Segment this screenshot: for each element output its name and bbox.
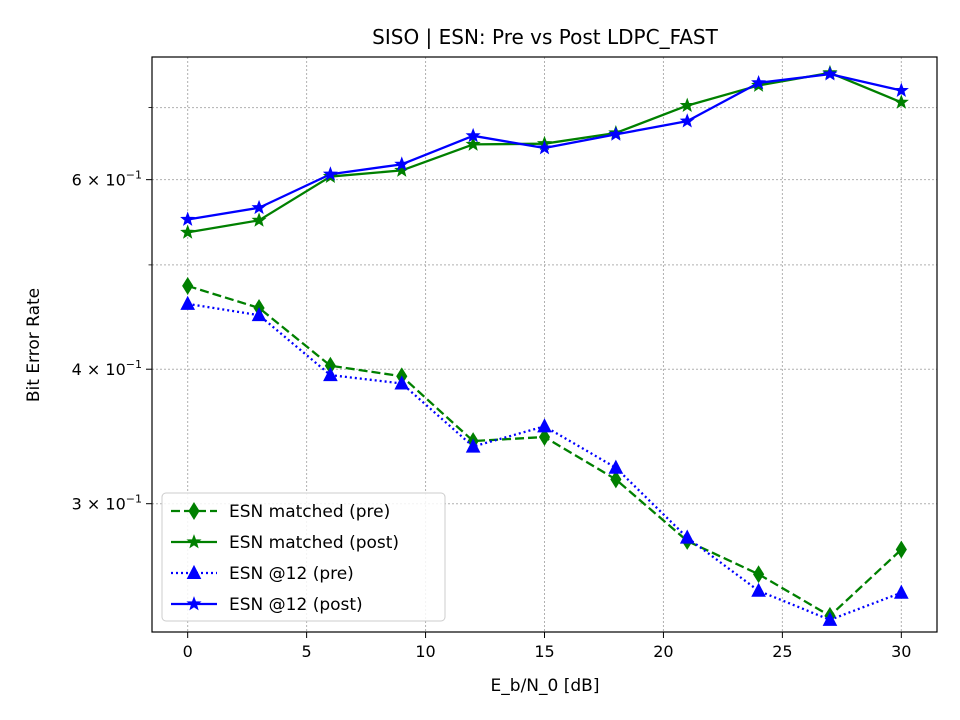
data-point xyxy=(608,126,624,141)
legend-marker xyxy=(188,502,200,520)
data-point xyxy=(679,97,695,113)
series-layer xyxy=(180,64,909,626)
x-axis: 0 5 10 15 20 25 30 xyxy=(183,632,911,661)
data-point xyxy=(465,438,481,453)
data-point xyxy=(893,82,909,97)
data-point xyxy=(538,428,551,446)
series-3 xyxy=(180,66,909,226)
data-point xyxy=(751,74,767,90)
x-tick-label: 10 xyxy=(415,642,435,661)
legend-item: ESN matched (post) xyxy=(171,533,399,553)
data-point xyxy=(608,459,624,474)
data-point xyxy=(822,66,838,81)
legend: ESN matched (pre) ESN matched (post) ESN @… xyxy=(161,492,446,622)
legend-marker xyxy=(186,534,202,549)
y-tick-label: 4 × 10−1 xyxy=(72,358,142,379)
y-tick-mantissa: 6 × 10 xyxy=(72,171,126,190)
x-tick-label: 30 xyxy=(891,642,911,661)
series-2 xyxy=(180,295,909,626)
data-point xyxy=(322,166,338,181)
data-point xyxy=(251,307,267,322)
legend-label: ESN matched (post) xyxy=(229,533,399,553)
data-point xyxy=(394,162,410,177)
y-tick-mantissa: 4 × 10 xyxy=(72,360,126,379)
data-point xyxy=(537,418,552,433)
x-axis-title: E_b/N_0 [dB] xyxy=(491,676,600,696)
data-point xyxy=(465,136,481,151)
grid xyxy=(152,57,937,632)
data-point xyxy=(465,127,481,143)
data-point xyxy=(180,211,196,226)
data-point xyxy=(822,611,838,626)
y-tick-mantissa: 3 × 10 xyxy=(72,495,126,514)
y-tick-exponent: −1 xyxy=(126,169,142,182)
data-point xyxy=(893,94,909,109)
data-point xyxy=(251,212,267,227)
data-point xyxy=(251,199,267,215)
data-point xyxy=(323,367,338,382)
data-point xyxy=(180,295,196,310)
y-tick-exponent: −1 xyxy=(126,358,142,371)
legend-item: ESN @12 (post) xyxy=(171,595,363,615)
chart-title: SISO | ESN: Pre vs Post LDPC_FAST xyxy=(372,25,718,49)
legend-label: ESN @12 (pre) xyxy=(229,564,354,584)
data-point xyxy=(679,113,695,128)
legend-box xyxy=(161,492,446,622)
y-tick-exponent: −1 xyxy=(126,493,142,506)
data-point xyxy=(610,470,622,489)
data-point xyxy=(536,140,553,155)
data-point xyxy=(182,276,194,295)
x-tick-label: 5 xyxy=(302,642,312,661)
data-point xyxy=(753,565,765,584)
legend-marker xyxy=(186,596,202,611)
data-point xyxy=(180,224,196,239)
data-point xyxy=(394,375,410,390)
x-tick-label: 20 xyxy=(653,642,673,661)
data-point xyxy=(893,584,909,599)
y-axis: 3 × 10−14 × 10−16 × 10−1 xyxy=(72,107,152,514)
legend-item: ESN matched (pre) xyxy=(171,502,390,522)
data-point xyxy=(751,582,766,597)
x-tick-label: 15 xyxy=(534,642,554,661)
y-axis-title: Bit Error Rate xyxy=(24,288,44,402)
data-point xyxy=(679,529,695,544)
legend-label: ESN @12 (post) xyxy=(229,595,363,615)
legend-label: ESN matched (pre) xyxy=(229,502,390,522)
legend-item: ESN @12 (pre) xyxy=(171,564,354,584)
data-point xyxy=(394,156,410,171)
y-tick-label: 3 × 10−1 xyxy=(72,493,142,514)
x-tick-label: 25 xyxy=(772,642,792,661)
y-tick-label: 6 × 10−1 xyxy=(72,169,142,190)
x-tick-label: 0 xyxy=(183,642,193,661)
legend-marker xyxy=(186,564,202,579)
data-point xyxy=(895,540,907,559)
